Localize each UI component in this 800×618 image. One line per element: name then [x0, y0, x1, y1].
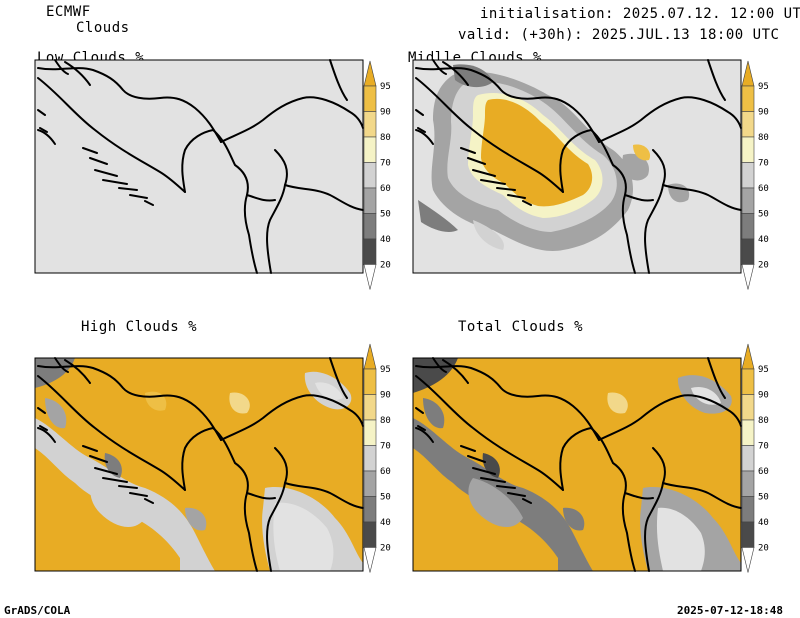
- colorbar-segment: [741, 394, 755, 421]
- colorbar-segment: [363, 238, 377, 265]
- colorbar-tick-label: 60: [380, 467, 391, 477]
- model-name: ECMWF: [46, 4, 91, 20]
- colorbar-segment: [741, 470, 755, 497]
- colorbar-tick-label: 40: [380, 235, 391, 245]
- panel-title-high: High Clouds %: [81, 319, 198, 335]
- colorbar-segment: [363, 496, 377, 523]
- colorbar-arrow-bottom: [741, 547, 755, 573]
- colorbar-segment: [741, 238, 755, 265]
- colorbar-segment: [363, 213, 377, 240]
- colorbar-top-right: 95 90 80 70 60 50 40 20: [741, 60, 769, 290]
- colorbar-segment: [363, 368, 377, 395]
- colorbar-segment: [363, 85, 377, 112]
- colorbar-top: 95 90 80 70 60 50 40 20: [363, 60, 391, 290]
- colorbar-tick-label: 20: [380, 544, 391, 554]
- map-total-clouds: [412, 357, 742, 572]
- colorbar-segment: [741, 162, 755, 189]
- colorbar-arrow-bottom: [741, 264, 755, 290]
- colorbar-segment: [363, 162, 377, 189]
- colorbar-tick-label: 70: [758, 159, 769, 169]
- colorbar-tick-label: 80: [758, 133, 769, 143]
- footer-software: GrADS/COLA: [4, 604, 71, 617]
- colorbar-segment: [363, 419, 377, 446]
- colorbar-tick-label: 40: [758, 518, 769, 528]
- colorbar-tick-label: 90: [380, 391, 391, 401]
- colorbar-segment: [363, 136, 377, 163]
- colorbar-tick-label: 70: [758, 442, 769, 452]
- colorbar-segment: [363, 445, 377, 472]
- colorbar-tick-label: 40: [758, 235, 769, 245]
- colorbar-tick-label: 50: [758, 493, 769, 503]
- colorbar-tick-label: 95: [380, 365, 391, 375]
- colorbar-segment: [363, 394, 377, 421]
- colorbar-arrow-top: [741, 343, 755, 370]
- colorbar-tick-label: 20: [758, 544, 769, 554]
- colorbar-segment: [741, 187, 755, 214]
- product-name: Clouds: [76, 20, 130, 36]
- colorbar-segment: [741, 111, 755, 138]
- panel-title-total: Total Clouds %: [458, 319, 584, 335]
- colorbar-bottom: 95 90 80 70 60 50 40 20: [363, 343, 391, 573]
- colorbar-tick-label: 90: [380, 108, 391, 118]
- colorbar-segment: [741, 521, 755, 548]
- colorbar-tick-label: 70: [380, 442, 391, 452]
- colorbar-tick-label: 50: [380, 210, 391, 220]
- colorbar-arrow-bottom: [363, 264, 377, 290]
- colorbar-tick-label: 60: [758, 184, 769, 194]
- init-time: initialisation: 2025.07.12. 12:00 UTC: [480, 6, 800, 22]
- colorbar-arrow-top: [363, 343, 377, 370]
- colorbar-tick-label: 40: [380, 518, 391, 528]
- map-low-clouds: [34, 59, 364, 274]
- colorbar-tick-label: 20: [758, 261, 769, 271]
- colorbar-tick-label: 80: [380, 133, 391, 143]
- colorbar-tick-label: 70: [380, 159, 391, 169]
- colorbar-segment: [741, 213, 755, 240]
- colorbar-tick-label: 50: [380, 493, 391, 503]
- colorbar-arrow-top: [741, 60, 755, 87]
- colorbar-arrow-bottom: [363, 547, 377, 573]
- colorbar-segment: [363, 470, 377, 497]
- colorbar-tick-label: 90: [758, 108, 769, 118]
- colorbar-tick-label: 80: [380, 416, 391, 426]
- colorbar-tick-label: 95: [380, 82, 391, 92]
- valid-time: valid: (+30h): 2025.JUL.13 18:00 UTC: [458, 27, 780, 43]
- colorbar-segment: [741, 136, 755, 163]
- map-high-clouds: [34, 357, 364, 572]
- colorbar-tick-label: 95: [758, 365, 769, 375]
- colorbar-tick-label: 60: [758, 467, 769, 477]
- colorbar-segment: [741, 496, 755, 523]
- colorbar-segment: [741, 368, 755, 395]
- colorbar-bottom-right: 95 90 80 70 60 50 40 20: [741, 343, 769, 573]
- colorbar-arrow-top: [363, 60, 377, 87]
- colorbar-tick-label: 80: [758, 416, 769, 426]
- map-middle-clouds: [412, 59, 742, 274]
- colorbar-tick-label: 20: [380, 261, 391, 271]
- footer-timestamp: 2025-07-12-18:48: [677, 604, 783, 617]
- colorbar-tick-label: 90: [758, 391, 769, 401]
- colorbar-tick-label: 60: [380, 184, 391, 194]
- colorbar-segment: [741, 445, 755, 472]
- colorbar-segment: [363, 111, 377, 138]
- colorbar-segment: [363, 521, 377, 548]
- colorbar-tick-label: 50: [758, 210, 769, 220]
- colorbar-tick-label: 95: [758, 82, 769, 92]
- colorbar-segment: [741, 85, 755, 112]
- colorbar-segment: [741, 419, 755, 446]
- colorbar-segment: [363, 187, 377, 214]
